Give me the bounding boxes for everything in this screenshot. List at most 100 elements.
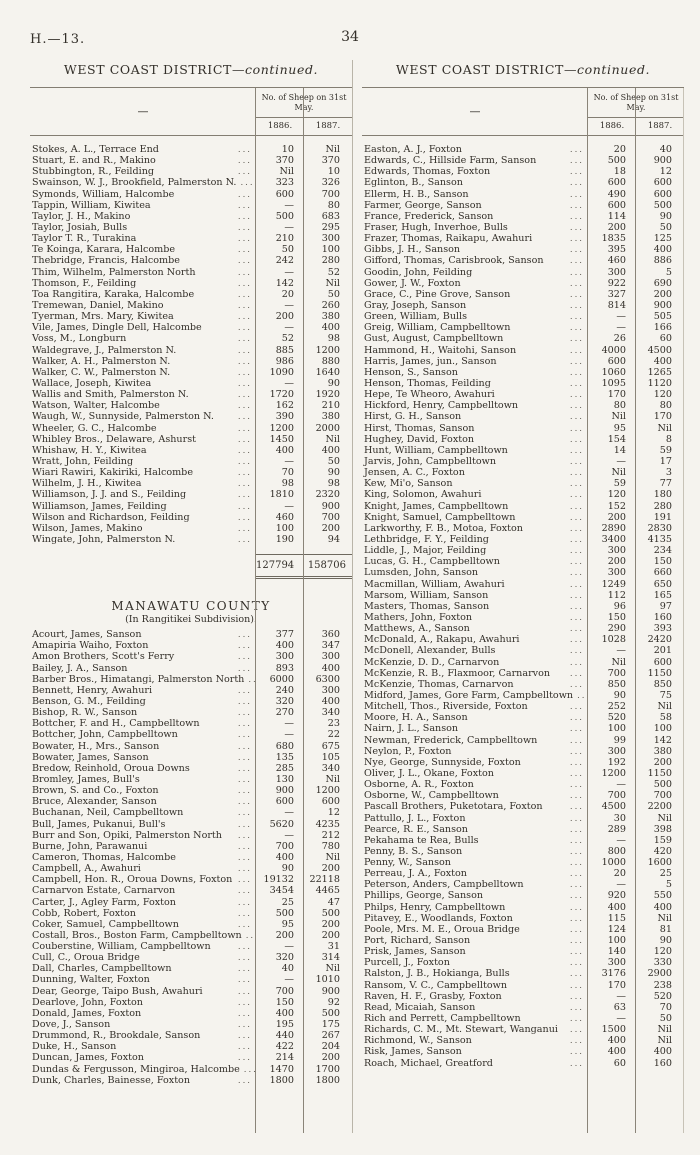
dot-leader: ... — [569, 646, 584, 657]
sheep-count-1887: 92 — [327, 996, 340, 1008]
dot-leader: ... — [569, 145, 584, 156]
owner-name: Masters, Thomas, Sanson... — [364, 600, 584, 612]
owner-name: Tyerman, Mrs. Mary, Kiwitea... — [32, 311, 252, 323]
sheep-count-1886: 920 — [607, 890, 626, 902]
sheep-count-1886: 395 — [607, 244, 626, 256]
table-row: Pekahama te Rea, Bulls... — 159 — [362, 835, 684, 846]
owner-name: Perreau, J. A., Foxton... — [364, 868, 584, 880]
table-row: Dunk, Charles, Bainesse, Foxton... 1800 18… — [30, 1075, 352, 1086]
sheep-count-1886: 214 — [275, 1052, 294, 1064]
owner-name: Thebridge, Francis, Halcombe... — [32, 255, 252, 267]
column-divider-rule — [352, 60, 353, 1133]
district-title-continued: —continued. — [563, 62, 651, 77]
sheep-count-1887: 160 — [653, 1057, 672, 1069]
dot-leader: ... — [569, 167, 584, 178]
total-1886: 127794 — [256, 553, 304, 579]
sheep-count-1886: — — [616, 834, 626, 846]
sheep-count-1887: 505 — [653, 311, 672, 323]
sheep-count-1887: 850 — [653, 678, 672, 690]
owner-name: Hepe, Te Wheoro, Awahuri... — [364, 389, 584, 401]
table-row: Green, William, Bulls... — 505 — [362, 311, 684, 322]
county-section-heading: MANAWATU COUNTY (In Rangitikei Subdivisi… — [30, 599, 352, 625]
sheep-count-1886: 814 — [607, 300, 626, 312]
sheep-count-1886: 1500 — [601, 1024, 626, 1036]
sheep-count-1887: Nil — [325, 963, 340, 975]
table-row: Phillips, George, Sanson... 920 550 — [362, 890, 684, 901]
owner-name: Taylor, Josiah, Bulls... — [32, 222, 252, 234]
owner-name: Barber Bros., Himatangi, Palmerston Nort… — [30, 674, 256, 685]
owner-name: Campbell, Hon. R., Oroua Downs, Foxton..… — [32, 874, 252, 886]
sheep-count-1886: 162 — [275, 400, 294, 412]
owner-name: Lethbridge, F. Y., Feilding... — [364, 533, 584, 545]
owner-name: Acourt, James, Sanson... — [32, 629, 252, 641]
dot-leader: ... — [569, 780, 584, 791]
sheep-count-1887: Nil — [657, 1024, 672, 1036]
sheep-count-1887: 8 — [665, 433, 672, 445]
table-row: Bowater, H., Mrs., Sanson... 680 675 — [30, 740, 352, 752]
owner-name: Goodin, John, Feilding... — [364, 266, 584, 278]
sheep-count-1886: 3400 — [601, 533, 626, 545]
sheep-count-1886: 700 — [275, 840, 294, 852]
owner-name: Burne, John, Parawanui... — [32, 840, 252, 852]
owner-name: Thim, Wilhelm, Palmerston North... — [32, 266, 252, 278]
sheep-count-1887: 98 — [327, 478, 340, 490]
table-row: Donald, James, Foxton... 400 500 — [30, 1008, 352, 1019]
table-row: Neylon, P., Foxton... 300 380 — [362, 746, 684, 757]
owner-name: Burr and Son, Opiki, Palmerston North... — [32, 829, 252, 841]
table-row: Bennett, Henry, Awahuri... 240 300 — [30, 685, 352, 696]
dot-leader: ... — [569, 334, 584, 345]
table-row: Pascall Brothers, Puketotara, Foxton... 4… — [362, 801, 684, 812]
sheep-count-1887: 17 — [659, 456, 672, 467]
table-row: Nairn, J. L., Sanson... 100 100 — [362, 723, 684, 734]
dot-leader: ... — [569, 546, 584, 557]
dot-leader: ... — [569, 479, 584, 490]
dot-leader: ... — [237, 964, 252, 975]
owner-name: Wilson and Richardson, Feilding... — [32, 511, 252, 523]
dot-leader: ... — [569, 824, 584, 835]
table-row: Wingate, John, Palmerston N.... 190 94 — [30, 534, 352, 545]
owner-name: Bottcher, John, Campbelltown... — [32, 729, 252, 741]
table-row: Burr and Son, Opiki, Palmerston North...… — [30, 830, 352, 841]
owner-name: Risk, James, Sanson... — [364, 1046, 584, 1058]
sheep-count-1887: 175 — [321, 1019, 340, 1031]
dot-leader: ... — [569, 991, 584, 1002]
sheep-count-1886: 500 — [275, 210, 294, 222]
dot-leader: ... — [569, 924, 584, 935]
table-row: Taylor, J. H., Makino... 500 683 — [30, 211, 352, 222]
dot-leader: ... — [237, 953, 252, 964]
dot-leader: ... — [569, 568, 584, 579]
table-row: Te Koinga, Karara, Halcombe... 50 100 — [30, 244, 352, 255]
sheep-count-1886: — — [616, 322, 626, 334]
sheep-count-1887: 900 — [653, 155, 672, 167]
table-row: Walker, A. H., Palmerston N.... 986 880 — [30, 356, 352, 367]
owner-name: McKenzie, D. D., Carnarvon... — [364, 656, 584, 668]
sheep-count-1887: 400 — [653, 244, 672, 256]
table-row: Eglinton, B., Sanson... 600 600 — [362, 177, 684, 188]
owner-name: Penny, W., Sanson... — [364, 857, 584, 869]
sheep-count-1886: 460 — [607, 255, 626, 267]
year-1887-header: 1887. — [647, 121, 673, 131]
table-row: Carnarvon Estate, Carnarvon... 3454 4465 — [30, 885, 352, 896]
column-rule — [255, 88, 256, 1133]
left-rows-section1: Stokes, A. L., Terrace End... 10 Nil Stuart… — [30, 136, 352, 545]
dot-leader: ... — [237, 156, 252, 167]
table-row: Bailey, J. A., Sanson... 893 400 — [30, 662, 352, 674]
owner-name: Ralston, J. B., Hokianga, Bulls... — [364, 968, 584, 980]
dot-leader: ... — [569, 256, 584, 267]
dot-leader: ... — [237, 875, 252, 886]
dot-leader: ... — [237, 774, 252, 785]
sheep-count-1887: 200 — [321, 929, 340, 941]
sheep-count-1886: Nil — [279, 166, 294, 178]
owner-name: Wallace, Joseph, Kiwitea... — [32, 378, 252, 390]
sheep-count-1887: 212 — [321, 829, 340, 841]
sheep-count-1886: — — [284, 266, 294, 278]
owner-name: Osborne, A. R., Foxton... — [364, 779, 584, 791]
dot-leader: ... — [237, 1008, 252, 1019]
table-row: Tappin, William, Kiwitea... — 80 — [30, 200, 352, 211]
year-1887-header: 1887. — [315, 121, 341, 131]
sheep-count-1887: 400 — [653, 901, 672, 913]
county-name: MANAWATU COUNTY — [111, 599, 271, 614]
sheep-count-1886: 18 — [613, 166, 626, 178]
dot-leader: ... — [237, 234, 252, 245]
owner-name: Watson, Walter, Halcombe... — [32, 400, 252, 412]
